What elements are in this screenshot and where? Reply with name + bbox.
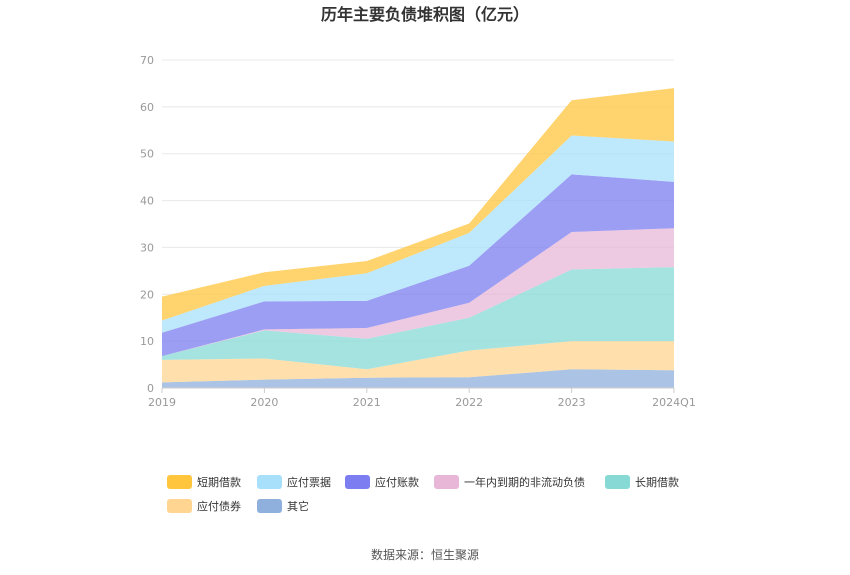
legend-label: 应付票据 [287, 475, 331, 489]
legend-label: 短期借款 [197, 475, 241, 489]
x-tick-label: 2024Q1 [652, 396, 696, 409]
legend-label: 一年内到期的非流动负债 [464, 475, 585, 489]
area-series [162, 88, 674, 388]
legend-item[interactable]: 其它 [257, 499, 309, 513]
y-axis: 0 10 20 30 40 50 60 70 [140, 54, 154, 395]
legend-label: 其它 [287, 499, 309, 513]
y-tick-label: 40 [140, 195, 154, 208]
x-tick-label: 2020 [250, 396, 278, 409]
y-tick-label: 60 [140, 101, 154, 114]
x-tick-label: 2022 [455, 396, 483, 409]
area-series-4 [162, 174, 674, 357]
legend-item[interactable]: 应付债券 [167, 499, 241, 513]
legend-item[interactable]: 一年内到期的非流动负债 [434, 475, 585, 489]
legend-item[interactable]: 长期借款 [605, 475, 679, 489]
legend-item[interactable]: 应付账款 [345, 475, 419, 489]
x-axis: 2019 2020 2021 2022 2023 2024Q1 [148, 387, 696, 409]
y-tick-label: 30 [140, 241, 154, 254]
legend-swatch [434, 475, 459, 489]
legend-label: 应付账款 [375, 475, 419, 489]
legend-label: 应付债券 [197, 499, 241, 513]
x-tick-label: 2023 [558, 396, 586, 409]
area-series-2 [162, 267, 674, 370]
area-series-3 [162, 228, 674, 357]
legend-item[interactable]: 短期借款 [167, 475, 241, 489]
area-series-5 [162, 135, 674, 333]
legend-swatch [605, 475, 630, 489]
legend-label: 长期借款 [635, 475, 679, 489]
y-tick-label: 20 [140, 288, 154, 301]
area-series-0 [162, 369, 674, 388]
chart-title: 历年主要负债堆积图（亿元） [321, 5, 529, 24]
legend-swatch [167, 475, 192, 489]
data-source: 数据来源：恒生聚源 [371, 547, 479, 562]
legend-item[interactable]: 应付票据 [257, 475, 331, 489]
legend-swatch [167, 499, 192, 513]
x-tick-label: 2019 [148, 396, 176, 409]
legend-swatch [345, 475, 370, 489]
y-tick-label: 10 [140, 335, 154, 348]
area-series-6 [162, 88, 674, 321]
y-tick-label: 50 [140, 148, 154, 161]
area-series-1 [162, 341, 674, 383]
y-tick-label: 0 [147, 382, 154, 395]
y-tick-label: 70 [140, 54, 154, 67]
x-tick-label: 2021 [353, 396, 381, 409]
legend-swatch [257, 475, 282, 489]
legend-swatch [257, 499, 282, 513]
